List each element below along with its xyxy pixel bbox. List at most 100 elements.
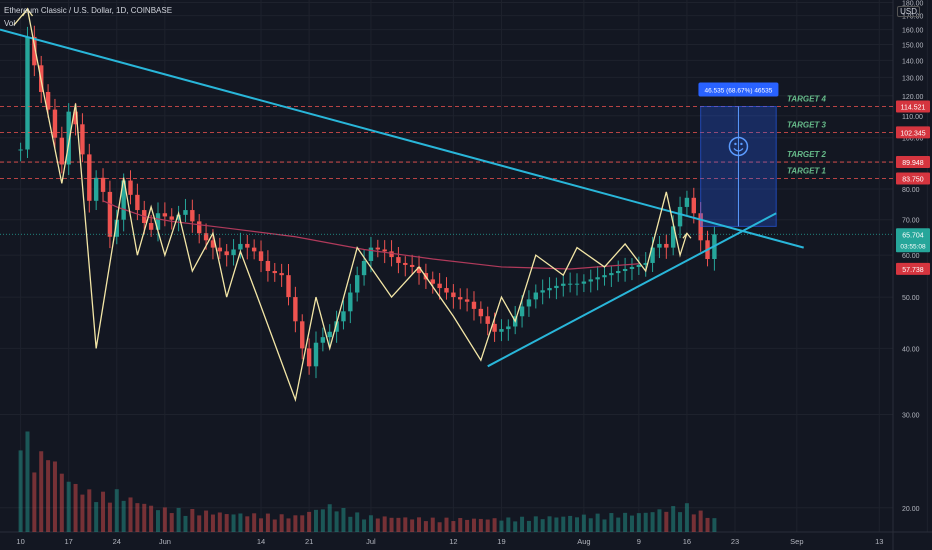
support-trendline[interactable] bbox=[487, 212, 777, 368]
candle[interactable] bbox=[581, 274, 587, 293]
candle[interactable] bbox=[348, 283, 353, 324]
candle[interactable] bbox=[643, 252, 648, 277]
candle[interactable] bbox=[306, 338, 312, 375]
candle[interactable] bbox=[451, 284, 456, 309]
candle[interactable] bbox=[471, 291, 477, 321]
candle[interactable] bbox=[197, 214, 202, 244]
candle[interactable] bbox=[616, 260, 621, 282]
candle[interactable] bbox=[382, 240, 387, 264]
candle[interactable] bbox=[25, 26, 30, 159]
volume-bar bbox=[286, 518, 291, 532]
candle[interactable] bbox=[148, 214, 154, 237]
candle[interactable] bbox=[128, 170, 133, 205]
candle[interactable] bbox=[121, 173, 126, 232]
volume-bar bbox=[382, 516, 387, 532]
candle[interactable] bbox=[396, 246, 401, 274]
candle[interactable] bbox=[300, 314, 305, 360]
currency-badge[interactable]: USD bbox=[897, 6, 920, 17]
candle[interactable] bbox=[114, 209, 119, 245]
candle[interactable] bbox=[279, 263, 284, 287]
candle[interactable] bbox=[430, 271, 435, 294]
candle[interactable] bbox=[155, 202, 161, 242]
volume-bar bbox=[595, 513, 600, 532]
candle[interactable] bbox=[80, 113, 85, 163]
candle[interactable] bbox=[66, 103, 71, 176]
candle[interactable] bbox=[183, 198, 188, 223]
candle[interactable] bbox=[18, 142, 23, 162]
candle[interactable] bbox=[657, 235, 662, 259]
candle[interactable] bbox=[636, 256, 642, 275]
candle[interactable] bbox=[355, 266, 360, 302]
candle[interactable] bbox=[107, 180, 113, 249]
candle[interactable] bbox=[478, 301, 484, 324]
candle[interactable] bbox=[169, 208, 174, 230]
volume-bar bbox=[575, 517, 580, 532]
candle[interactable] bbox=[664, 234, 669, 259]
candle[interactable] bbox=[684, 190, 690, 217]
candle[interactable] bbox=[190, 199, 195, 233]
candle[interactable] bbox=[574, 273, 580, 296]
candle[interactable] bbox=[258, 240, 264, 273]
candle[interactable] bbox=[540, 279, 545, 305]
candle[interactable] bbox=[437, 272, 442, 300]
candle[interactable] bbox=[327, 324, 332, 348]
candle[interactable] bbox=[595, 266, 600, 291]
price-tick-label: 100.00 bbox=[902, 136, 924, 143]
candle[interactable] bbox=[272, 263, 277, 282]
candle[interactable] bbox=[609, 265, 614, 287]
zigzag-pattern[interactable] bbox=[13, 7, 688, 403]
candle[interactable] bbox=[499, 319, 504, 342]
candle[interactable] bbox=[458, 288, 463, 310]
candle[interactable] bbox=[238, 232, 243, 259]
candle[interactable] bbox=[629, 258, 635, 281]
volume-bar bbox=[437, 522, 442, 532]
candle[interactable] bbox=[403, 256, 408, 277]
candle[interactable] bbox=[87, 143, 92, 213]
candle[interactable] bbox=[588, 269, 593, 293]
candle[interactable] bbox=[100, 168, 106, 203]
candle[interactable] bbox=[602, 265, 607, 286]
candle[interactable] bbox=[293, 286, 298, 333]
candle[interactable] bbox=[375, 239, 381, 258]
candle[interactable] bbox=[59, 126, 65, 174]
candle[interactable] bbox=[341, 300, 346, 330]
candle[interactable] bbox=[677, 196, 683, 239]
resistance-trendline[interactable] bbox=[0, 28, 804, 249]
candle[interactable] bbox=[533, 284, 538, 309]
candle[interactable] bbox=[162, 202, 168, 227]
candle[interactable] bbox=[224, 244, 229, 267]
candle[interactable] bbox=[526, 290, 532, 317]
candle[interactable] bbox=[561, 274, 566, 297]
candle[interactable] bbox=[361, 249, 367, 286]
candle[interactable] bbox=[217, 237, 223, 259]
volume-bar bbox=[362, 519, 367, 532]
candle[interactable] bbox=[251, 239, 257, 260]
volume-bar bbox=[485, 519, 490, 532]
candle[interactable] bbox=[245, 235, 250, 260]
candle[interactable] bbox=[554, 277, 559, 300]
candle[interactable] bbox=[485, 306, 490, 336]
volume-bar bbox=[513, 521, 518, 532]
candle[interactable] bbox=[32, 25, 37, 77]
candle[interactable] bbox=[622, 257, 628, 282]
candle[interactable] bbox=[547, 277, 552, 299]
candle[interactable] bbox=[320, 327, 326, 352]
volume-bar bbox=[643, 512, 648, 532]
candle[interactable] bbox=[416, 255, 422, 285]
candle[interactable] bbox=[567, 272, 573, 293]
candle[interactable] bbox=[313, 331, 319, 379]
candle[interactable] bbox=[409, 254, 415, 275]
candle[interactable] bbox=[176, 205, 181, 232]
candle[interactable] bbox=[334, 310, 339, 343]
candle[interactable] bbox=[712, 226, 717, 271]
candle[interactable] bbox=[286, 264, 291, 306]
candle[interactable] bbox=[52, 98, 58, 150]
candle[interactable] bbox=[506, 319, 511, 341]
candle-body bbox=[100, 177, 106, 192]
candle[interactable] bbox=[444, 277, 449, 300]
candle[interactable] bbox=[265, 250, 271, 282]
candle[interactable] bbox=[231, 239, 236, 266]
candle[interactable] bbox=[93, 170, 99, 211]
candle[interactable] bbox=[464, 288, 470, 312]
